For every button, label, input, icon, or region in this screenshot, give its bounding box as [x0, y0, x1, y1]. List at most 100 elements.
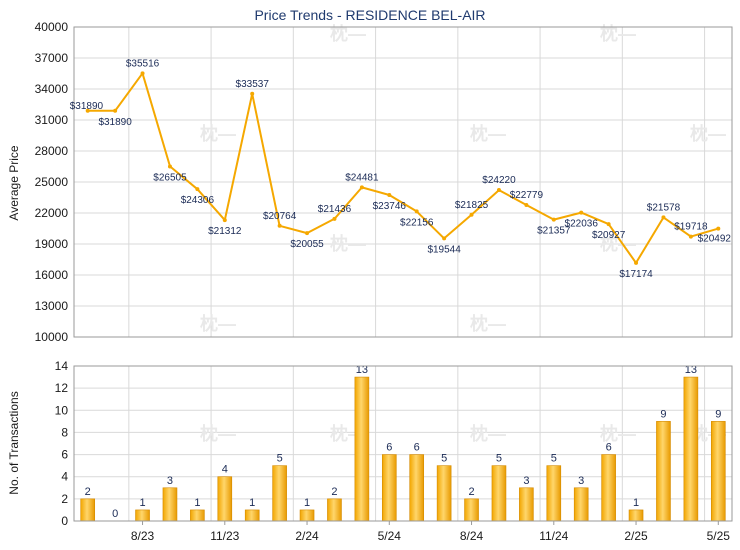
transactions-data-label: 9: [715, 408, 721, 420]
transactions-data-label: 5: [441, 453, 447, 465]
price-point: [579, 210, 584, 215]
transactions-bar: [573, 487, 589, 522]
price-data-label: $24481: [345, 172, 379, 183]
transactions-bar: [190, 509, 205, 522]
transactions-y-tick-label: 12: [55, 381, 69, 395]
transactions-bar: [546, 465, 562, 522]
price-point: [167, 164, 172, 169]
price-data-label: $22779: [510, 190, 544, 201]
transactions-bar: [436, 465, 452, 522]
transactions-data-label: 1: [633, 497, 639, 509]
price-point: [716, 226, 721, 231]
price-point: [661, 215, 666, 220]
bar-plot-frame: [73, 365, 733, 522]
price-point: [140, 71, 145, 76]
price-data-label: $19544: [427, 244, 461, 255]
transactions-data-label: 0: [112, 508, 118, 520]
watermark-glyph: 枕—: [470, 313, 506, 334]
transactions-bar: [601, 454, 616, 522]
price-data-label: $21436: [318, 204, 352, 215]
price-y-tick-label: 25000: [35, 175, 69, 189]
price-point: [305, 231, 310, 236]
transactions-bar: [327, 498, 342, 522]
price-point: [277, 223, 282, 228]
price-data-label: $17174: [619, 269, 653, 280]
transactions-bar: [519, 487, 534, 522]
price-point: [634, 260, 639, 265]
price-data-label: $19718: [674, 222, 708, 233]
x-tick-label: 2/25: [624, 529, 648, 543]
transactions-data-label: 3: [578, 475, 584, 487]
price-point: [222, 218, 227, 223]
price-y-tick-label: 28000: [35, 144, 69, 158]
transactions-data-label: 6: [386, 442, 392, 454]
transactions-bar: [628, 509, 644, 522]
price-data-label: $33537: [236, 79, 270, 90]
transactions-data-label: 1: [194, 497, 200, 509]
transactions-data-label: 1: [139, 497, 145, 509]
watermark-glyph: 枕—: [600, 23, 636, 44]
transactions-y-tick-label: 0: [61, 514, 68, 528]
transactions-bar: [162, 487, 178, 522]
price-y-tick-label: 40000: [35, 20, 69, 34]
transactions-bar: [381, 454, 397, 522]
x-tick-label: 5/24: [378, 529, 402, 543]
x-tick-label: 5/25: [707, 529, 731, 543]
x-tick-label: 11/24: [539, 529, 568, 543]
price-line-panel: 10000 13000 16000 19000 22000 25000 28000 31000…: [35, 20, 733, 344]
watermark-glyph: 枕—: [600, 423, 636, 444]
watermark-glyph: 枕—: [470, 423, 506, 444]
price-y-tick-label: 37000: [35, 51, 69, 65]
transactions-bar: [80, 498, 96, 522]
watermark-glyph: 枕—: [330, 23, 366, 44]
price-point: [250, 91, 255, 96]
x-tick-label: 2/24: [295, 529, 319, 543]
watermark-glyph: 枕—: [200, 313, 236, 334]
price-point: [113, 108, 118, 113]
transactions-bar: [272, 465, 287, 522]
price-point: [414, 209, 419, 214]
transactions-bar: [683, 376, 699, 522]
transactions-bar: [354, 376, 370, 522]
price-y-tick-label: 16000: [35, 268, 69, 282]
price-point: [359, 185, 364, 190]
watermark-glyph: 枕—: [690, 123, 726, 144]
transactions-y-tick-label: 4: [61, 470, 68, 484]
transactions-data-label: 6: [414, 442, 420, 454]
x-tick-label: 8/23: [131, 529, 155, 543]
watermark-glyph: 枕—: [200, 423, 236, 444]
price-data-label: $31890: [70, 101, 104, 112]
transactions-data-label: 5: [277, 453, 283, 465]
price-data-label: $24220: [482, 175, 516, 186]
transactions-bar: [409, 454, 425, 522]
transactions-data-label: 2: [468, 486, 474, 498]
price-point: [332, 216, 337, 221]
price-data-label: $20492: [698, 234, 732, 245]
price-point: [496, 188, 501, 193]
transactions-y-tick-label: 2: [61, 492, 68, 506]
chart-title: Price Trends - RESIDENCE BEL-AIR: [254, 7, 485, 23]
price-data-label: $20927: [592, 230, 626, 241]
transactions-y-tick-label: 6: [61, 448, 68, 462]
price-data-label: $21357: [537, 226, 571, 237]
transactions-y-tick-label: 8: [61, 425, 68, 439]
price-series-line: [87, 72, 719, 264]
price-data-label: $31890: [98, 117, 132, 128]
price-data-label: $20055: [290, 239, 324, 250]
transactions-bar: [464, 498, 479, 522]
price-data-label: $26505: [153, 172, 187, 183]
price-point: [195, 187, 200, 192]
transactions-bar: [299, 509, 315, 522]
transactions-y-axis-label: No. of Transactions: [7, 391, 21, 494]
transactions-bar: [710, 421, 726, 522]
price-y-tick-label: 31000: [35, 113, 69, 127]
transactions-bar: [656, 421, 671, 522]
watermark-glyph: 枕—: [200, 123, 236, 144]
transactions-data-label: 6: [606, 442, 612, 454]
price-data-label: $21825: [455, 200, 489, 211]
price-y-axis-label: Average Price: [7, 145, 21, 220]
transactions-y-tick-label: 10: [55, 403, 69, 417]
